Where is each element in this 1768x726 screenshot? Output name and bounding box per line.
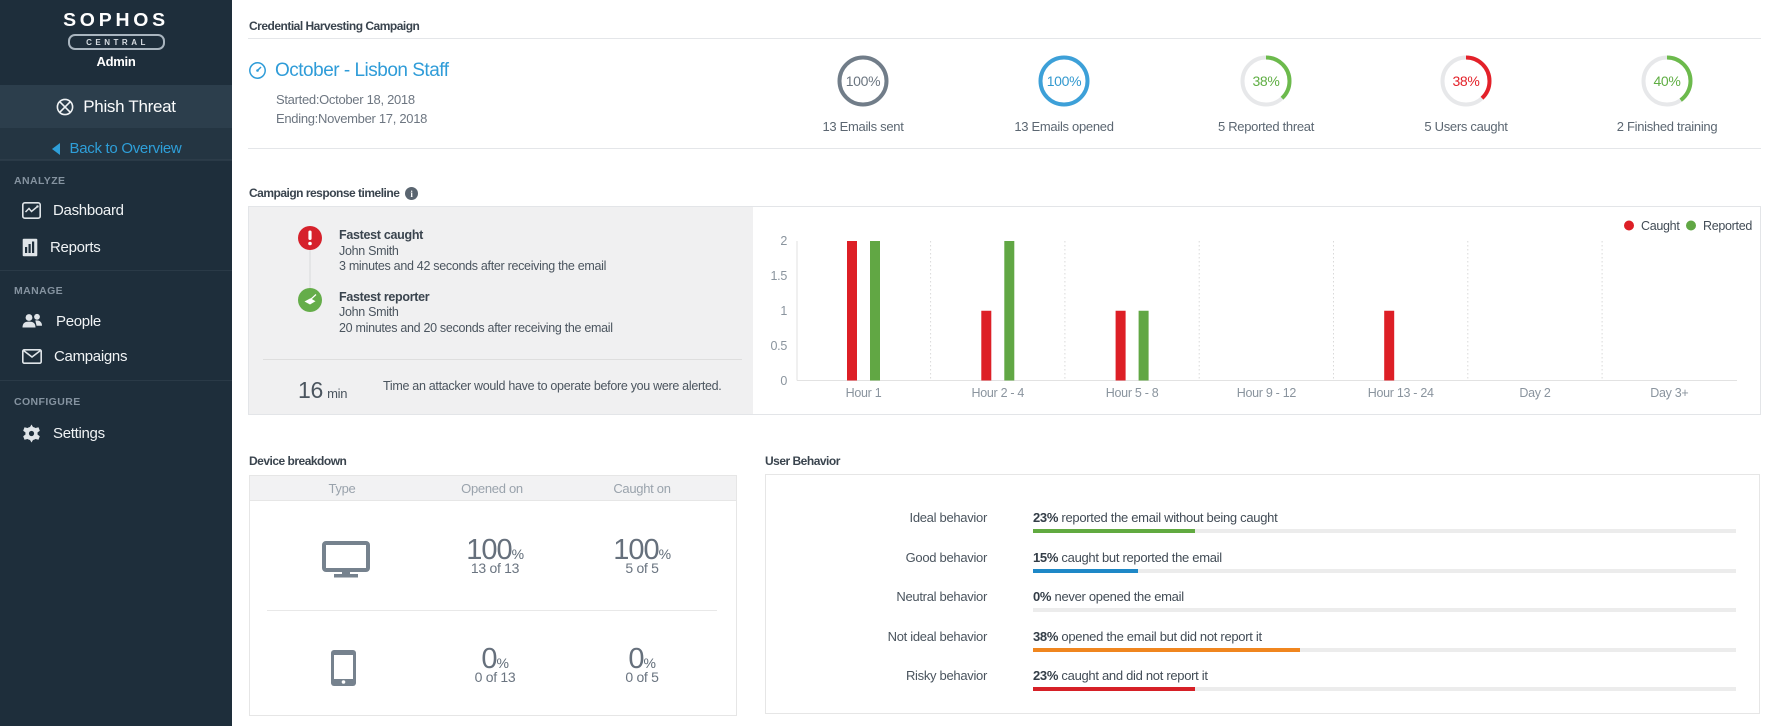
svg-text:Day 3+: Day 3+	[1650, 386, 1688, 400]
svg-text:2: 2	[780, 234, 787, 248]
svg-text:0: 0	[780, 374, 787, 388]
svg-text:Day 2: Day 2	[1519, 386, 1551, 400]
svg-text:Caught: Caught	[1641, 219, 1680, 233]
svg-text:Hour 1: Hour 1	[846, 386, 882, 400]
svg-text:40%: 40%	[1653, 73, 1680, 89]
svg-text:Hour 2 - 4: Hour 2 - 4	[972, 386, 1025, 400]
svg-text:1.5: 1.5	[771, 269, 788, 283]
svg-text:i: i	[410, 189, 413, 199]
svg-text:38%: 38%	[1252, 73, 1279, 89]
svg-text:Hour 13 - 24: Hour 13 - 24	[1368, 386, 1434, 400]
svg-text:100%: 100%	[846, 73, 881, 89]
svg-text:1: 1	[780, 304, 787, 318]
svg-text:38%: 38%	[1452, 73, 1479, 89]
svg-text:Hour 5 - 8: Hour 5 - 8	[1106, 386, 1159, 400]
svg-text:100%: 100%	[1047, 73, 1082, 89]
svg-text:0.5: 0.5	[771, 339, 788, 353]
svg-text:Hour 9 - 12: Hour 9 - 12	[1237, 386, 1297, 400]
svg-text:Reported: Reported	[1703, 219, 1752, 233]
